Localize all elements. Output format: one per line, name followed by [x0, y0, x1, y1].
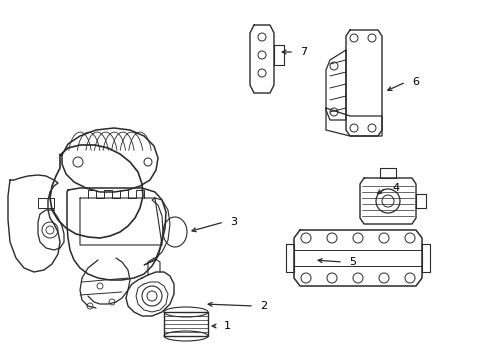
Text: 6: 6 [411, 77, 418, 87]
Text: 1: 1 [224, 321, 230, 331]
Text: 5: 5 [348, 257, 355, 267]
Text: 2: 2 [260, 301, 266, 311]
Text: 7: 7 [299, 47, 306, 57]
Text: 4: 4 [391, 183, 398, 193]
Text: 3: 3 [229, 217, 237, 227]
